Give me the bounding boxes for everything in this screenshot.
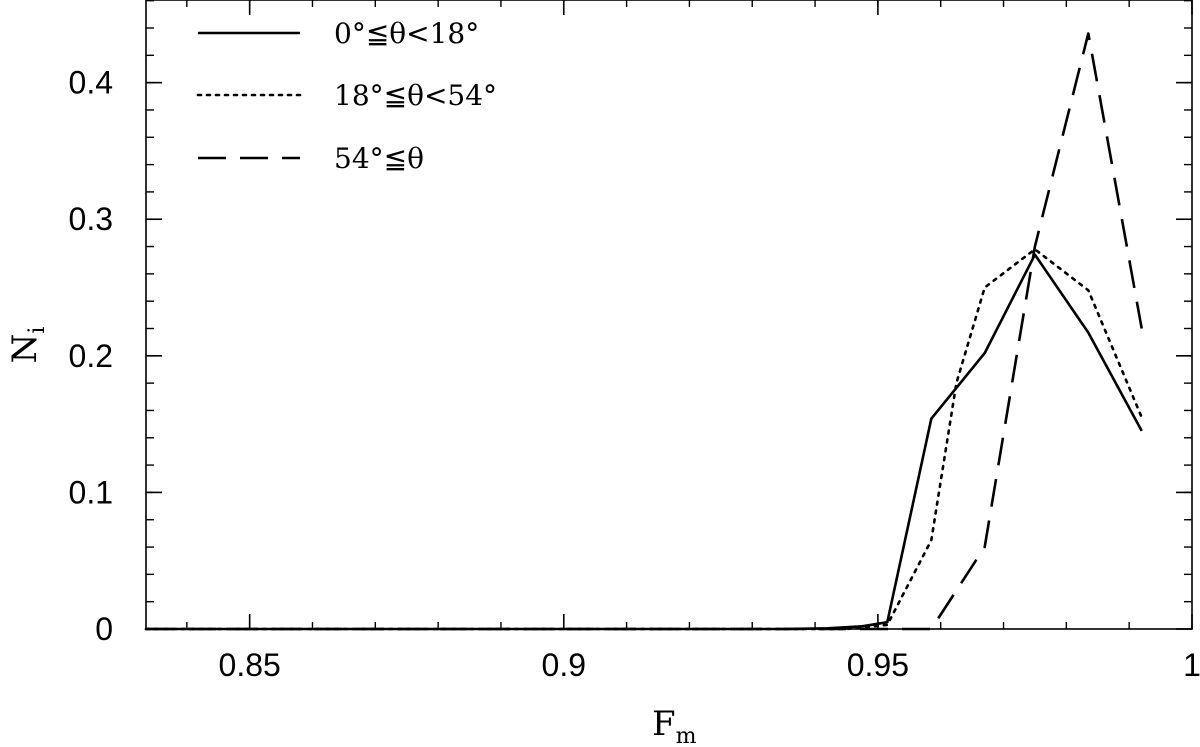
- y-tick-label: 0.4: [69, 65, 113, 101]
- series-line-3: [146, 32, 1143, 631]
- y-tick-label: 0: [95, 611, 113, 647]
- legend: 0°≦θ<18° 18°≦θ<54° 54°≦θ: [196, 17, 497, 175]
- y-tick-label: 0.3: [69, 201, 113, 237]
- plot-frame: [145, 0, 1193, 630]
- axis-tick-labels: 0.85 0.9 0.95 1 0 0.1 0.2 0.3 0.4: [69, 65, 1200, 683]
- series-line-1: [146, 253, 1143, 631]
- legend-label-2: 18°≦θ<54°: [334, 79, 497, 112]
- series-line-2: [144, 248, 1143, 631]
- x-tick-label: 0.85: [219, 647, 281, 683]
- y-tick-label: 0.2: [69, 338, 113, 374]
- x-tick-label: 0.95: [847, 647, 909, 683]
- x-tick-label: 1: [1183, 647, 1200, 683]
- y-axis-title: Ni: [5, 327, 50, 364]
- x-tick-label: 0.9: [542, 647, 586, 683]
- y-tick-label: 0.1: [69, 474, 113, 510]
- legend-label-1: 0°≦θ<18°: [334, 17, 479, 50]
- axis-ticks: [146, 0, 1193, 630]
- x-axis-title: Fm: [652, 704, 697, 747]
- legend-label-3: 54°≦θ: [334, 142, 424, 175]
- series-layer: [144, 32, 1143, 631]
